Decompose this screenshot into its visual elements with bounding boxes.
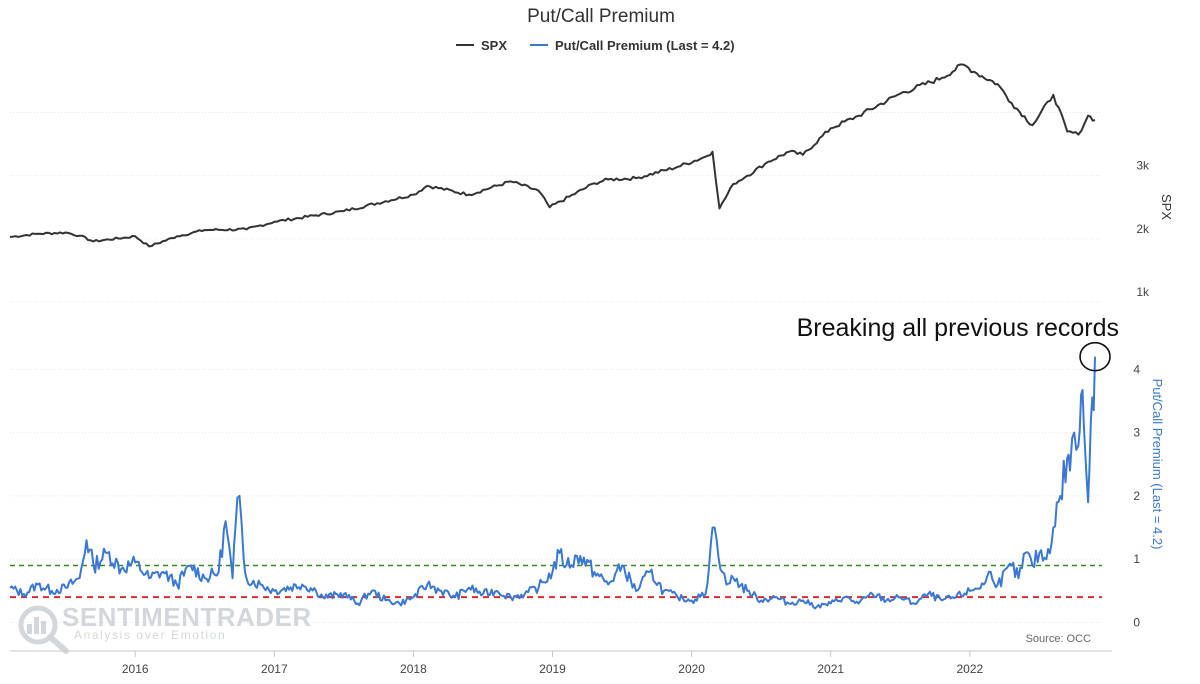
put-call-tick-label: 3 bbox=[1133, 426, 1140, 440]
put-call-axis-ticks: 0 1 2 3 4 bbox=[1133, 362, 1140, 629]
x-axis-ticks: 2016 2017 2018 2019 2020 2021 2022 bbox=[122, 651, 984, 676]
legend-item-put-call[interactable]: Put/Call Premium (Last = 4.2) bbox=[530, 38, 735, 53]
put-call-tick-label: 2 bbox=[1133, 489, 1140, 503]
spx-axis-ticks: 1k 2k 3k bbox=[1136, 159, 1150, 299]
watermark-brand: SENTIMENTRADER bbox=[62, 602, 312, 632]
spx-gridlines bbox=[10, 112, 1102, 303]
source-note: Source: OCC bbox=[1026, 633, 1091, 645]
annotation-text: Breaking all previous records bbox=[797, 314, 1119, 342]
spx-panel: 1k 2k 3k SPX bbox=[9, 63, 1174, 303]
x-tick-label: 2017 bbox=[261, 662, 288, 676]
put-call-axis-title: Put/Call Premium (Last = 4.2) bbox=[1150, 379, 1165, 550]
x-tick-label: 2018 bbox=[400, 662, 427, 676]
x-tick-label: 2022 bbox=[956, 662, 983, 676]
legend-label-put-call: Put/Call Premium (Last = 4.2) bbox=[555, 38, 735, 53]
put-call-panel: 0 1 2 3 4 Put/Call Premium (Last = 4.2) bbox=[9, 356, 1165, 630]
x-tick-label: 2020 bbox=[678, 662, 705, 676]
chart-title: Put/Call Premium bbox=[527, 6, 675, 27]
legend: SPX Put/Call Premium (Last = 4.2) bbox=[456, 38, 735, 53]
spx-tick-label: 1k bbox=[1136, 285, 1150, 299]
spx-tick-label: 2k bbox=[1136, 222, 1150, 236]
put-call-tick-label: 4 bbox=[1133, 362, 1140, 376]
spx-series-line bbox=[9, 63, 1096, 248]
watermark-logo-icon bbox=[18, 605, 69, 654]
annotation-circle bbox=[1079, 341, 1111, 372]
spx-tick-label: 3k bbox=[1136, 159, 1150, 173]
x-tick-label: 2016 bbox=[122, 662, 149, 676]
x-tick-label: 2021 bbox=[817, 662, 844, 676]
spx-axis-title: SPX bbox=[1159, 194, 1174, 220]
put-call-series-line bbox=[9, 356, 1096, 610]
x-tick-label: 2019 bbox=[539, 662, 566, 676]
watermark-tagline: Analysis over Emotion bbox=[74, 628, 226, 642]
put-call-tick-label: 0 bbox=[1133, 616, 1140, 630]
legend-label-spx: SPX bbox=[481, 38, 507, 53]
watermark: SENTIMENTRADER Analysis over Emotion bbox=[18, 602, 312, 654]
put-call-tick-label: 1 bbox=[1133, 552, 1140, 566]
legend-item-spx[interactable]: SPX bbox=[456, 38, 507, 53]
